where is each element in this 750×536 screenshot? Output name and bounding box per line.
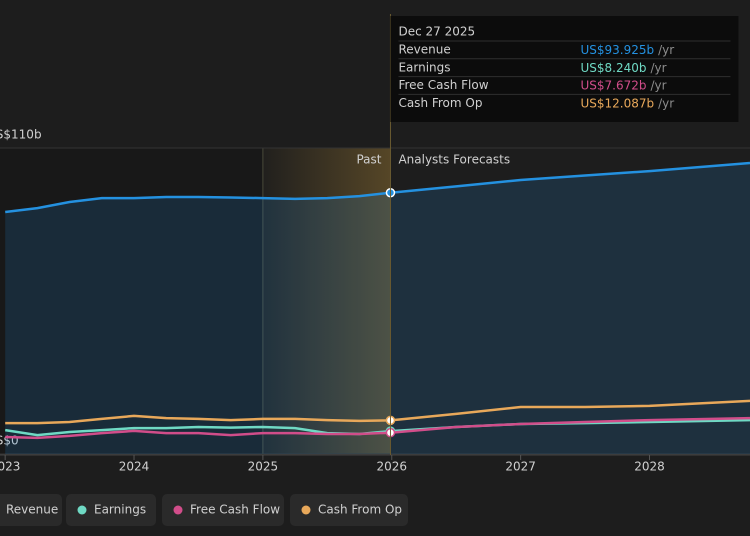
series-line [5,161,750,214]
x-tick-label: 2028 [634,460,665,474]
legend-item[interactable]: Revenue [0,494,62,526]
forecast-label: Analysts Forecasts [398,153,510,167]
past-label: Past [356,153,381,167]
revenue-area [5,163,750,454]
x-tick-label: 2025 [248,460,279,474]
legend-dot[interactable] [173,505,183,515]
legend-label[interactable]: Revenue [6,503,58,517]
legend-item[interactable]: Free Cash Flow [162,494,284,526]
legend-pill[interactable] [162,494,284,526]
tooltip-name: Free Cash Flow [398,78,488,92]
tooltip-amount: US$7.672b [580,78,646,92]
legend-pill[interactable] [0,494,62,526]
tooltip-date: Dec 27 2025 [398,25,475,39]
x-tick-label: 2027 [505,460,536,474]
tooltip-unit: /yr [650,78,666,92]
legend-pill[interactable] [66,494,156,526]
tooltip-box [390,16,739,122]
legend-label[interactable]: Free Cash Flow [190,503,280,517]
tooltip-amount: US$12.087b [580,96,654,110]
tooltip-value: US$7.672b/yr [580,78,666,92]
tooltip-amount: US$93.925b [580,43,654,57]
tooltip-name: Revenue [398,43,450,57]
tooltip-value: US$8.240b/yr [580,60,666,74]
tooltip-unit: /yr [658,43,674,57]
tooltip-value: US$93.925b/yr [580,43,674,57]
x-tick-label: 2023 [0,460,20,474]
tooltip-name: Earnings [398,60,450,74]
legend-item[interactable]: Cash From Op [290,494,408,526]
tooltip-value: US$12.087b/yr [580,96,674,110]
tooltip-name: Cash From Op [398,96,482,110]
x-tick-label: 2024 [119,460,150,474]
legend-label[interactable]: Earnings [94,503,146,517]
legend-dot[interactable] [301,505,311,515]
legend-label[interactable]: Cash From Op [318,503,402,517]
legend-dot[interactable] [77,505,87,515]
tooltip-unit: /yr [658,96,674,110]
series-line [5,399,750,425]
legend-pill[interactable] [290,494,408,526]
legend-item[interactable]: Earnings [66,494,156,526]
y-tick-label: US$110b [0,128,42,142]
tooltip-amount: US$8.240b [580,60,646,74]
series-line [5,416,750,440]
tooltip-unit: /yr [650,60,666,74]
x-tick-label: 2026 [376,460,407,474]
